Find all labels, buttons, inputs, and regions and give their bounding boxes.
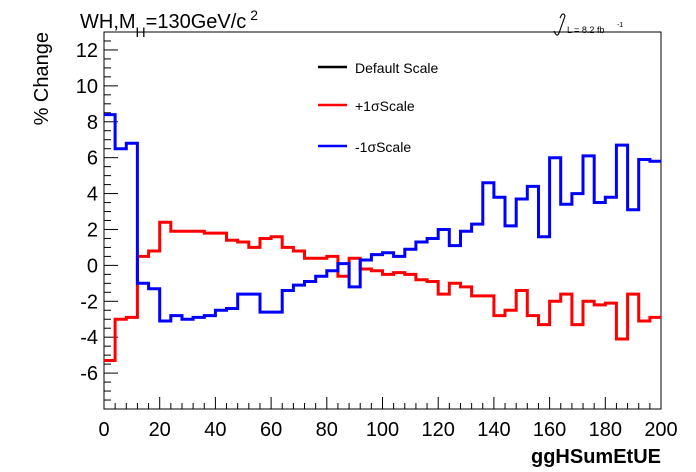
x-axis-ticks: 0 20 40 60 80 100 120 140 160 180 200 [98, 397, 678, 441]
chart-title-middle: =130GeV/c [146, 11, 247, 33]
chart-title-prefix: WH,M [80, 11, 136, 33]
y-tick-label: 10 [76, 76, 98, 98]
x-tick-label: 80 [316, 419, 338, 441]
y-tick-label: 4 [87, 184, 98, 206]
y-tick-label: 0 [87, 255, 98, 277]
plot-frame [103, 31, 662, 410]
y-tick-label: 12 [76, 40, 98, 62]
y-tick-label: -4 [80, 327, 98, 349]
y-tick-label: -2 [80, 291, 98, 313]
plus-1sigma-series [104, 220, 661, 362]
x-tick-label: 40 [204, 419, 226, 441]
x-tick-label: 180 [589, 419, 622, 441]
x-tick-label: 60 [260, 419, 282, 441]
legend-label-plus-1sigma: +1σScale [355, 98, 415, 114]
integral-sign [553, 13, 566, 36]
x-tick-label: 160 [533, 419, 566, 441]
legend-label-minus-1sigma: -1σScale [355, 139, 411, 155]
luminosity-text: L = 8.2 fb [567, 25, 604, 35]
x-tick-label: 140 [477, 419, 510, 441]
y-tick-label: 2 [87, 219, 98, 241]
x-tick-label: 120 [422, 419, 455, 441]
y-tick-label: 6 [87, 148, 98, 170]
luminosity-exponent: -1 [617, 22, 623, 29]
legend: Default Scale +1σScale -1σScale [318, 60, 438, 155]
chart-title-superscript: 2 [250, 7, 258, 23]
x-axis-label: ggHSumEtUE [531, 446, 661, 468]
legend-label-default: Default Scale [355, 60, 438, 76]
series-layer [104, 113, 661, 362]
y-tick-label: -6 [80, 363, 98, 385]
x-tick-label: 20 [149, 419, 171, 441]
minus-1sigma-series [104, 113, 661, 323]
x-tick-label: 200 [644, 419, 677, 441]
y-axis-label: % Change [31, 32, 53, 125]
x-tick-label: 0 [98, 419, 109, 441]
y-tick-label: 8 [87, 112, 98, 134]
x-tick-label: 100 [366, 419, 399, 441]
chart-title: WH,MH=130GeV/c 2 [80, 7, 258, 40]
y-axis-ticks: -6 -4 -2 0 2 4 6 8 10 12 [76, 31, 118, 410]
luminosity-label: L = 8.2 fb -1 [553, 13, 623, 36]
